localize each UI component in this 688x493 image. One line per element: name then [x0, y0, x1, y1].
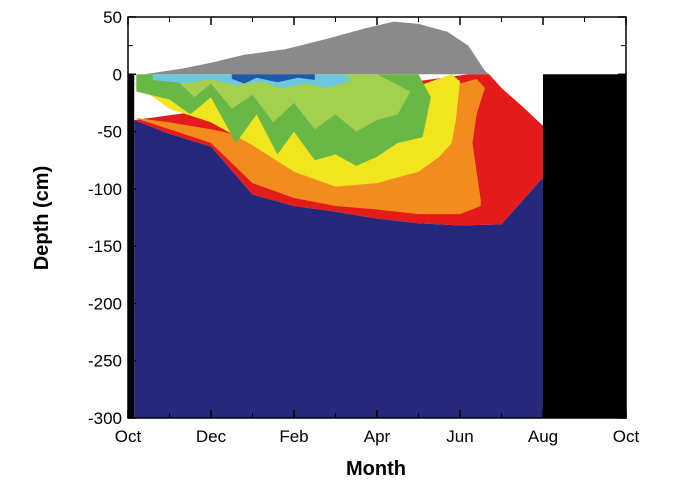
x-tick-label: Jun [446, 427, 473, 446]
y-tick-label: -300 [88, 409, 122, 428]
x-tick-label: Oct [613, 427, 640, 446]
y-tick-label: 0 [113, 65, 122, 84]
plot-area [128, 21, 626, 419]
x-tick-label: Oct [115, 427, 142, 446]
x-tick-label: Apr [364, 427, 391, 446]
x-tick-label: Dec [196, 427, 227, 446]
y-tick-label: -200 [88, 294, 122, 313]
y-tick-label: -150 [88, 237, 122, 256]
data-band-6 [177, 74, 411, 132]
y-tick-label: 50 [103, 8, 122, 27]
x-axis: Oct Dec Feb Apr Jun Aug Oct [115, 17, 640, 446]
data-band-9 [134, 120, 543, 418]
data-band-1 [144, 21, 490, 75]
x-axis-title: Month [346, 458, 406, 480]
no-data-region [543, 74, 626, 419]
x-tick-label: Aug [528, 427, 558, 446]
data-band-8 [231, 74, 315, 84]
x-tick-label: Feb [279, 427, 308, 446]
y-tick-label: -250 [88, 352, 122, 371]
y-tick-label: -50 [97, 123, 122, 142]
y-axis-title: Depth (cm) [31, 166, 53, 270]
y-tick-label: -100 [88, 180, 122, 199]
y-axis: 50 0 -50 -100 -150 -200 -250 -300 [88, 8, 626, 428]
